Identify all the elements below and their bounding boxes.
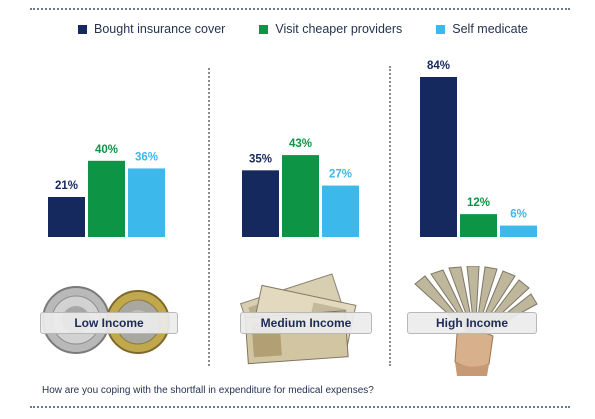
- category-label-high-income: High Income: [407, 312, 537, 334]
- bar-medium-income-insurance: [242, 170, 279, 237]
- legend: Bought insurance cover Visit cheaper pro…: [78, 22, 528, 36]
- bar-low-income-self-medicate: [128, 168, 165, 237]
- bar-medium-income-cheaper-providers: [282, 155, 319, 237]
- bar-high-income-self-medicate: [500, 225, 537, 237]
- bar-low-income-insurance: [48, 197, 85, 237]
- top-divider: [30, 8, 570, 10]
- legend-label-self-medicate: Self medicate: [452, 22, 528, 36]
- legend-swatch-insurance: [78, 24, 87, 34]
- data-label-high-income-cheaper-providers: 12%: [467, 197, 490, 209]
- survey-question: How are you coping with the shortfall in…: [42, 385, 374, 396]
- category-label-medium-income: Medium Income: [240, 312, 372, 334]
- bottom-divider: [30, 406, 570, 408]
- category-label-low-income: Low Income: [40, 312, 178, 334]
- group-divider-1: [208, 68, 210, 366]
- group-divider-2: [389, 66, 391, 366]
- bar-low-income-cheaper-providers: [88, 160, 125, 237]
- data-label-medium-income-self-medicate: 27%: [329, 169, 352, 181]
- data-label-low-income-insurance: 21%: [55, 180, 78, 192]
- legend-item-insurance: Bought insurance cover: [78, 22, 225, 36]
- data-label-low-income-self-medicate: 36%: [135, 151, 158, 163]
- data-label-medium-income-cheaper-providers: 43%: [289, 138, 312, 150]
- data-label-high-income-insurance: 84%: [427, 60, 450, 72]
- bar-high-income-insurance: [420, 77, 457, 237]
- data-label-low-income-cheaper-providers: 40%: [95, 144, 118, 156]
- legend-item-cheaper-providers: Visit cheaper providers: [259, 22, 402, 36]
- legend-label-cheaper-providers: Visit cheaper providers: [275, 22, 403, 36]
- bar-high-income-cheaper-providers: [460, 214, 497, 237]
- bar-medium-income-self-medicate: [322, 185, 359, 237]
- data-label-high-income-self-medicate: 6%: [510, 209, 527, 221]
- legend-swatch-self-medicate: [436, 24, 446, 34]
- legend-label-insurance: Bought insurance cover: [94, 22, 226, 36]
- legend-item-self-medicate: Self medicate: [436, 22, 528, 36]
- legend-swatch-cheaper-providers: [259, 24, 269, 34]
- data-label-medium-income-insurance: 35%: [249, 153, 272, 165]
